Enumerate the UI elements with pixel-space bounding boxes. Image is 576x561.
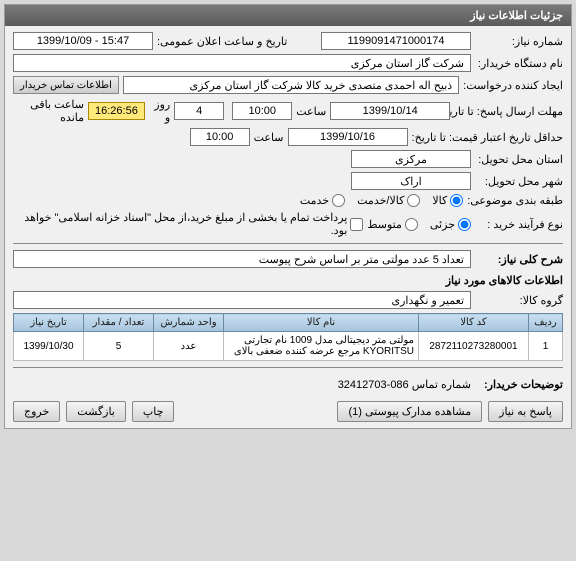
category-kala-service-radio[interactable]: [407, 194, 420, 207]
category-khadamat-radio[interactable]: [332, 194, 345, 207]
separator-2: [13, 367, 563, 368]
treasury-bonds-checkbox[interactable]: [350, 218, 363, 231]
col-unit: واحد شمارش: [154, 314, 224, 332]
attachments-button[interactable]: مشاهده مدارک پیوستی (1): [337, 401, 482, 422]
saat-label-1: ساعت: [296, 105, 326, 118]
separator-1: [13, 243, 563, 244]
announce-label: تاریخ و ساعت اعلان عمومی:: [157, 35, 287, 48]
buyer-notes-label: توضیحات خریدار:: [475, 378, 563, 391]
buy-type-radio-group: جزئی متوسط: [367, 218, 471, 231]
need-number-field[interactable]: [321, 32, 471, 50]
cell-code: 2872110273280001: [419, 332, 529, 361]
cell-qty: 5: [84, 332, 154, 361]
category-kala-service[interactable]: کالا/خدمت: [357, 194, 420, 207]
back-button[interactable]: بازگشت: [66, 401, 126, 422]
summary-title-label: شرح کلی نیاز:: [475, 253, 563, 266]
treasury-bonds-check[interactable]: پرداخت تمام یا بخشی از مبلغ خرید،از محل …: [13, 211, 363, 237]
city-label: شهر محل تحویل:: [475, 175, 563, 188]
category-khadamat[interactable]: خدمت: [300, 194, 345, 207]
buyer-notes-text: شماره تماس 086-32412703: [338, 378, 471, 391]
col-date: تاریخ نیاز: [14, 314, 84, 332]
category-kala-radio[interactable]: [450, 194, 463, 207]
deadline2-date[interactable]: [288, 128, 408, 146]
window-title: جزئیات اطلاعات نیاز: [470, 10, 563, 22]
button-bar: پاسخ به نیاز مشاهده مدارک پیوستی (1) چاپ…: [13, 401, 563, 422]
buy-type-medium[interactable]: متوسط: [367, 218, 418, 231]
answer-button[interactable]: پاسخ به نیاز: [488, 401, 563, 422]
saat-label-2: ساعت: [254, 131, 284, 144]
needs-info-window: جزئیات اطلاعات نیاز شماره نیاز: تاریخ و …: [4, 4, 572, 429]
need-number-label: شماره نیاز:: [475, 35, 563, 48]
window-content: شماره نیاز: تاریخ و ساعت اعلان عمومی: نا…: [5, 26, 571, 428]
col-qty: تعداد / مقدار: [84, 314, 154, 332]
category-label: طبقه بندی موضوعی:: [467, 194, 563, 207]
table-header-row: ردیف کد کالا نام کالا واحد شمارش تعداد /…: [14, 314, 563, 332]
buy-type-partial[interactable]: جزئی: [430, 218, 471, 231]
buy-type-partial-radio[interactable]: [458, 218, 471, 231]
buyer-org-field[interactable]: [13, 54, 471, 72]
table-row[interactable]: 1 2872110273280001 مولتی متر دیجیتالی مد…: [14, 332, 563, 361]
cell-unit: عدد: [154, 332, 224, 361]
cell-date: 1399/10/30: [14, 332, 84, 361]
city-field[interactable]: [351, 172, 471, 190]
countdown-timer: 16:26:56: [88, 102, 145, 120]
deadline1-time[interactable]: [232, 102, 292, 120]
category-kala[interactable]: کالا: [432, 194, 463, 207]
category-radio-group: کالا کالا/خدمت خدمت: [300, 194, 463, 207]
remaining-days: [174, 102, 224, 120]
remaining-suffix: ساعت باقی مانده: [13, 98, 84, 124]
summary-title-field[interactable]: [13, 250, 471, 268]
deadline2-time[interactable]: [190, 128, 250, 146]
items-heading: اطلاعات کالاهای مورد نیاز: [13, 274, 563, 287]
deadline1-label: مهلت ارسال پاسخ: تا تاریخ:: [454, 105, 563, 118]
group-label: گروه کالا:: [475, 294, 563, 307]
announce-field[interactable]: [13, 32, 153, 50]
window-titlebar: جزئیات اطلاعات نیاز: [5, 5, 571, 26]
creator-field[interactable]: [123, 76, 459, 94]
buyer-contact-button[interactable]: اطلاعات تماس خریدار: [13, 76, 119, 94]
deadline1-date[interactable]: [330, 102, 450, 120]
deadline2-label: حداقل تاریخ اعتبار قیمت: تا تاریخ:: [412, 131, 563, 144]
col-name: نام کالا: [224, 314, 419, 332]
creator-label: ایجاد کننده درخواست:: [463, 79, 563, 92]
group-field[interactable]: [13, 291, 471, 309]
days-and-label: روز و: [149, 98, 170, 124]
buy-type-label: نوع فرآیند خرید :: [475, 218, 563, 231]
cell-name: مولتی متر دیجیتالی مدل 1009 نام تجارتی K…: [224, 332, 419, 361]
buy-type-medium-radio[interactable]: [405, 218, 418, 231]
col-row: ردیف: [529, 314, 563, 332]
province-field[interactable]: [351, 150, 471, 168]
col-code: کد کالا: [419, 314, 529, 332]
province-label: استان محل تحویل:: [475, 153, 563, 166]
items-table: ردیف کد کالا نام کالا واحد شمارش تعداد /…: [13, 313, 563, 361]
print-button[interactable]: چاپ: [132, 401, 175, 422]
exit-button[interactable]: خروج: [13, 401, 60, 422]
cell-row: 1: [529, 332, 563, 361]
buyer-org-label: نام دستگاه خریدار:: [475, 57, 563, 70]
